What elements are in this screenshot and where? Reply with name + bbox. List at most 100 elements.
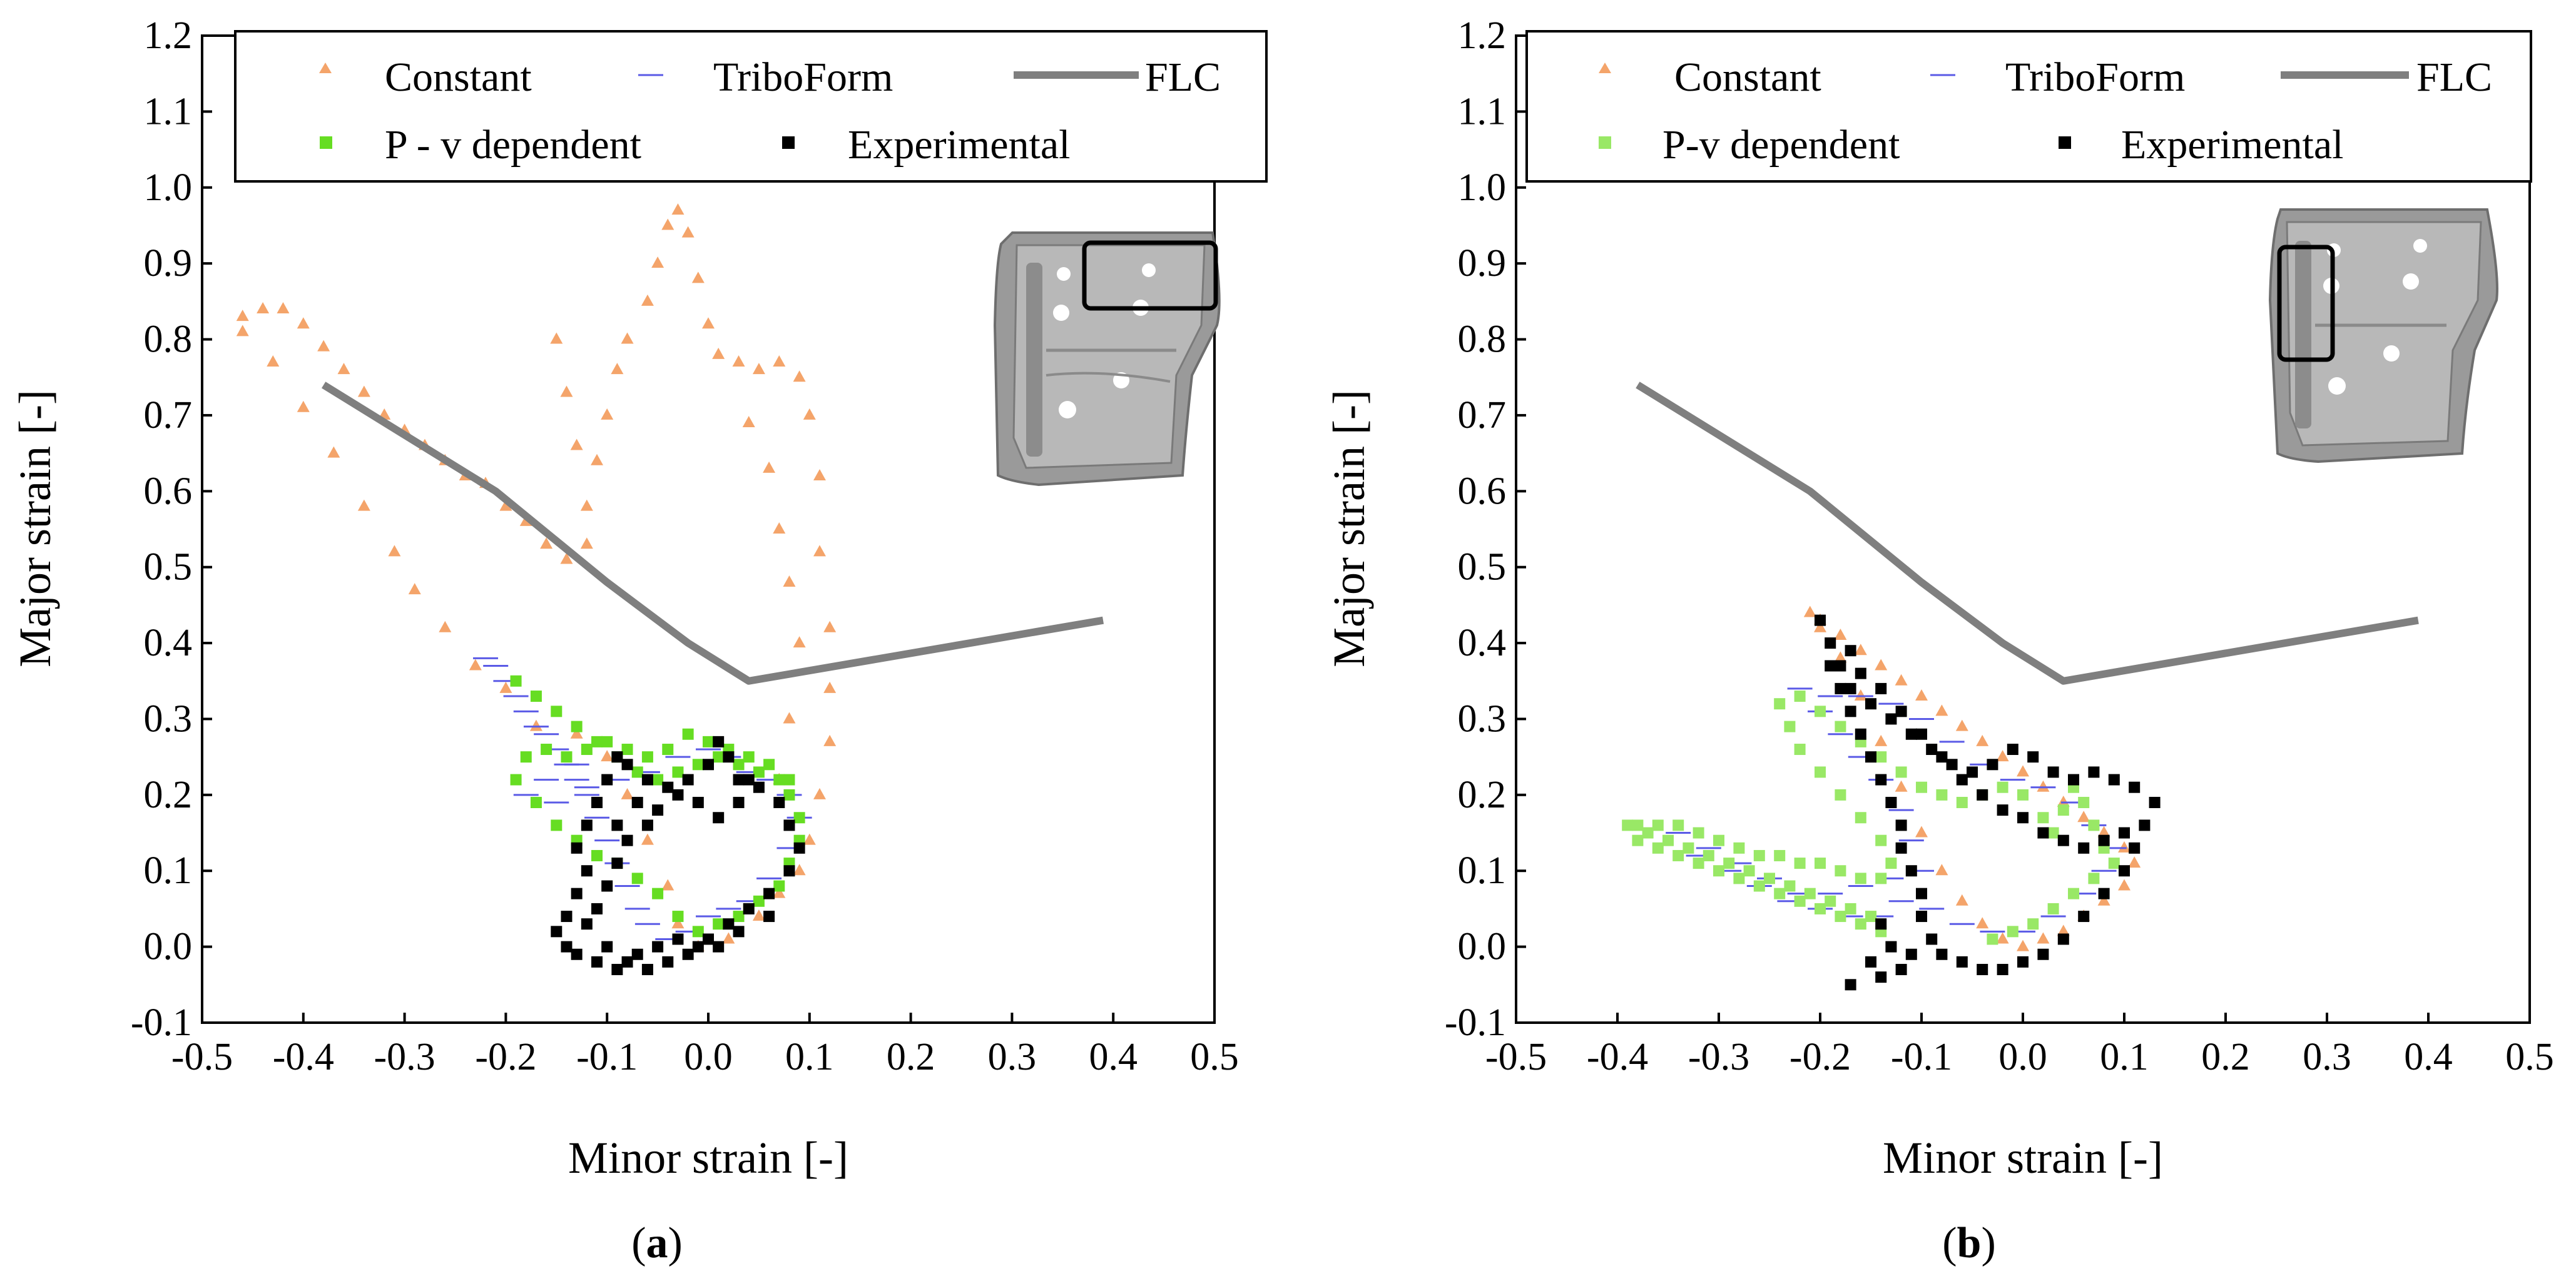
constant-point bbox=[651, 256, 664, 268]
experimental-point bbox=[611, 751, 623, 763]
experimental-point bbox=[1845, 979, 1856, 991]
pv-point bbox=[1855, 873, 1866, 884]
pv-point bbox=[1815, 858, 1826, 869]
plot-area-b bbox=[1515, 34, 2531, 1024]
experimental-point bbox=[621, 834, 633, 846]
experimental-point bbox=[641, 819, 653, 831]
pv-point bbox=[1815, 766, 1826, 778]
experimental-point bbox=[703, 933, 714, 945]
experimental-point bbox=[2037, 948, 2049, 960]
constant-point bbox=[1976, 734, 1989, 746]
constant-point bbox=[783, 575, 796, 587]
panel-b: -0.1 0.0 0.1 0.2 0.3 0.4 0.5 0.6 0.7 0.8 0.9 1.0 1.1… bbox=[1324, 14, 2554, 1267]
experimental-point bbox=[2007, 744, 2019, 756]
experimental-point bbox=[2129, 842, 2141, 854]
y-tick-label: 0.3 bbox=[144, 697, 193, 740]
pv-point bbox=[773, 774, 785, 786]
pv-point bbox=[753, 895, 765, 907]
pv-point bbox=[601, 736, 613, 747]
experimental-point bbox=[591, 956, 603, 968]
experimental-point bbox=[1936, 948, 1948, 960]
y-tick-label: 1.2 bbox=[144, 14, 193, 57]
constant-point bbox=[257, 301, 270, 313]
experimental-point bbox=[662, 781, 674, 793]
series-flc bbox=[1636, 382, 2419, 685]
experimental-point bbox=[1987, 759, 1998, 771]
pv-point bbox=[1753, 880, 1765, 892]
experimental-point bbox=[1875, 774, 1887, 786]
series-constant bbox=[1803, 605, 2141, 951]
y-tick-label: 0.6 bbox=[1458, 470, 1507, 512]
experimental-point bbox=[2078, 842, 2090, 854]
experimental-point bbox=[733, 796, 745, 808]
pv-point bbox=[682, 728, 694, 740]
x-tick-label: -0.1 bbox=[1891, 1036, 1952, 1078]
y-tick-label: 0.0 bbox=[1458, 926, 1507, 968]
constant-point bbox=[601, 750, 614, 762]
experimental-point bbox=[723, 751, 735, 763]
x-tick-label: -0.4 bbox=[1587, 1036, 1648, 1078]
constant-point bbox=[752, 363, 765, 375]
constant-point bbox=[773, 886, 786, 898]
constant-point bbox=[621, 332, 634, 344]
constant-point bbox=[803, 833, 816, 845]
pv-point bbox=[510, 675, 522, 687]
experimental-point bbox=[692, 941, 704, 953]
pv-point bbox=[1662, 834, 1674, 846]
constant-point bbox=[2057, 795, 2070, 807]
constant-point bbox=[2017, 939, 2029, 951]
pv-point bbox=[561, 751, 573, 763]
constant-point bbox=[2097, 826, 2110, 838]
constant-point bbox=[611, 363, 624, 375]
constant-point bbox=[823, 620, 837, 632]
experimental-point bbox=[641, 774, 653, 786]
x-tick-label: 0.5 bbox=[2505, 1036, 2554, 1078]
pv-point bbox=[1885, 858, 1897, 869]
y-axis-label-b: Major strain [-] bbox=[1324, 390, 1374, 667]
series-experimental bbox=[551, 736, 805, 976]
constant-point bbox=[357, 385, 370, 397]
pv-point bbox=[1835, 789, 1846, 801]
pv-point bbox=[1875, 834, 1887, 846]
experimental-point bbox=[1936, 751, 1948, 763]
constant-point bbox=[570, 727, 583, 739]
experimental-point bbox=[1967, 766, 1978, 778]
constant-point bbox=[1996, 932, 2009, 944]
y-tick-label: 0.8 bbox=[1458, 318, 1507, 361]
constant-point bbox=[540, 537, 553, 549]
pv-point bbox=[1997, 781, 2008, 793]
pv-point bbox=[2037, 812, 2049, 824]
y-tick-label: 1.1 bbox=[1458, 90, 1507, 133]
experimental-point bbox=[1916, 911, 1927, 923]
experimental-point bbox=[621, 956, 633, 968]
experimental-point bbox=[652, 804, 664, 816]
x-tick-label: 0.2 bbox=[2201, 1036, 2250, 1078]
pv-point bbox=[1632, 834, 1644, 846]
pv-point bbox=[1642, 827, 1654, 839]
pv-point bbox=[713, 918, 725, 930]
pv-point bbox=[692, 926, 704, 938]
y-tick-label: 0.7 bbox=[144, 394, 193, 437]
pv-point bbox=[743, 751, 755, 763]
constant-point bbox=[2118, 841, 2131, 853]
pv-point bbox=[1855, 812, 1866, 824]
constant-point bbox=[591, 453, 604, 465]
experimental-point bbox=[2057, 834, 2069, 846]
legend-a: Constant TriboForm FLC P - v dependent E… bbox=[234, 30, 1268, 183]
experimental-point bbox=[1926, 744, 1938, 756]
experimental-point bbox=[1905, 865, 1917, 877]
constant-point bbox=[580, 499, 593, 511]
legend-pv-symbol-b bbox=[1599, 136, 1611, 149]
experimental-point bbox=[561, 911, 573, 923]
constant-point bbox=[712, 347, 725, 359]
pv-point bbox=[1774, 888, 1786, 899]
pv-point bbox=[530, 796, 542, 808]
y-tick-label: 0.9 bbox=[1458, 242, 1507, 285]
constant-point bbox=[793, 636, 806, 648]
y-tick-label: 1.0 bbox=[144, 166, 193, 209]
pv-point bbox=[1794, 895, 1806, 907]
series-triboform bbox=[1666, 687, 2127, 933]
y-tick-label: -0.1 bbox=[1445, 1001, 1506, 1044]
experimental-point bbox=[1815, 614, 1826, 626]
experimental-point bbox=[1865, 698, 1876, 710]
